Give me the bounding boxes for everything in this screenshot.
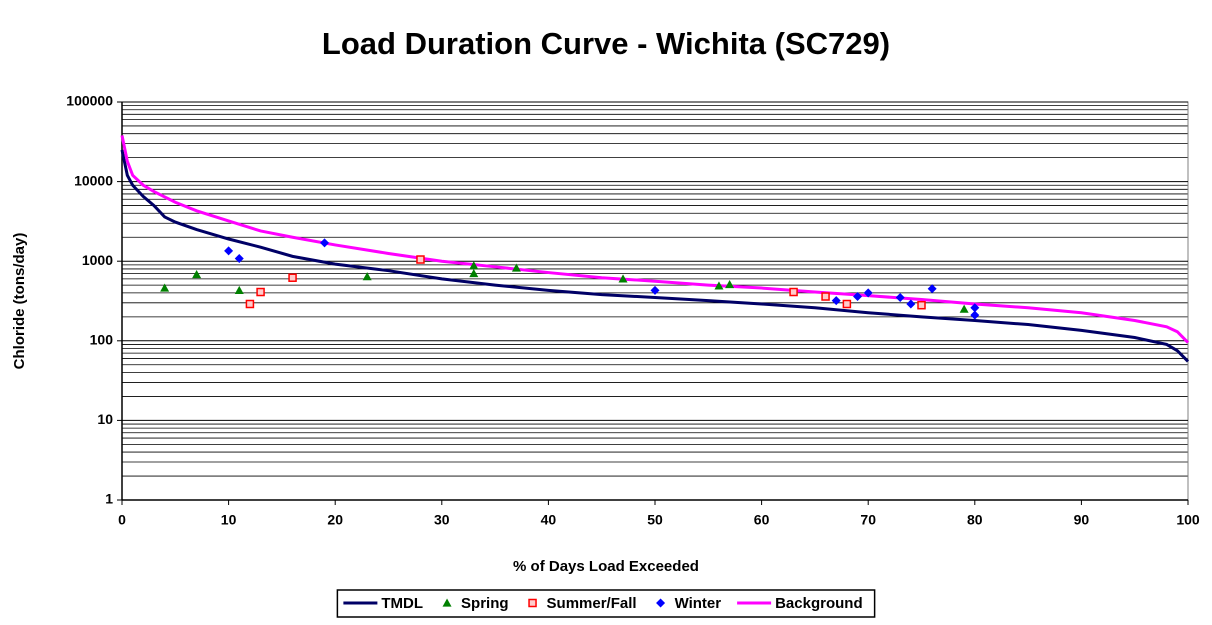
legend-swatch (656, 598, 666, 608)
x-tick-label: 90 (1074, 512, 1090, 528)
y-axis-label: Chloride (tons/day) (11, 233, 28, 370)
legend-swatch (528, 598, 537, 608)
x-tick-label: 60 (754, 512, 770, 528)
data-point (192, 270, 202, 279)
data-point (469, 261, 479, 270)
data-point (789, 287, 798, 297)
y-tick-label: 10 (97, 411, 113, 427)
data-point (725, 279, 735, 289)
data-point (469, 269, 479, 278)
data-point (224, 246, 234, 256)
data-point (618, 274, 628, 283)
data-point (927, 284, 937, 294)
data-point (863, 288, 873, 298)
data-point (416, 255, 425, 264)
legend-label: Summer/Fall (547, 595, 637, 612)
y-tick-label: 100000 (66, 93, 113, 109)
x-tick-label: 10 (221, 512, 237, 528)
data-point (288, 273, 297, 282)
legend-swatch (442, 598, 452, 607)
data-point (959, 304, 969, 313)
y-tick-label: 1000 (82, 252, 113, 268)
x-tick-label: 50 (647, 512, 663, 528)
data-point (160, 283, 170, 292)
x-axis-label: % of Days Load Exceeded (513, 558, 699, 575)
chart-title: Load Duration Curve - Wichita (SC729) (322, 26, 890, 61)
series-line (120, 149, 1190, 363)
y-tick-label: 1 (105, 491, 113, 507)
x-tick-label: 70 (860, 512, 876, 528)
data-point (362, 272, 372, 281)
data-point (714, 281, 724, 290)
data-point (853, 292, 863, 302)
data-point (917, 300, 926, 310)
x-tick-label: 0 (118, 512, 126, 528)
data-point (511, 263, 521, 272)
data-point (970, 310, 980, 320)
x-tick-label: 80 (967, 512, 983, 528)
series-line (120, 135, 1190, 344)
data-point (821, 292, 830, 301)
data-point (234, 254, 244, 264)
legend-label: Winter (675, 595, 722, 612)
y-tick-label: 10000 (74, 172, 113, 188)
legend-box (336, 589, 876, 618)
y-tick-label: 100 (90, 332, 114, 348)
legend-label: TMDL (381, 595, 423, 612)
data-point (650, 285, 660, 295)
x-tick-label: 20 (327, 512, 343, 528)
x-tick-label: 40 (541, 512, 557, 528)
data-point (831, 296, 841, 306)
data-point (320, 238, 330, 248)
legend-label: Background (775, 595, 863, 612)
data-point (970, 303, 980, 313)
legend-label: Spring (461, 595, 509, 612)
legend: TMDL Spring Summer/Fall Winter Background (336, 589, 876, 618)
data-point (245, 299, 255, 309)
data-point (906, 299, 916, 309)
x-tick-label: 100 (1176, 512, 1200, 528)
data-point (895, 292, 905, 302)
data-point (234, 285, 244, 294)
x-tick-label: 30 (434, 512, 450, 528)
data-point (256, 287, 265, 297)
data-point (842, 299, 852, 309)
plot-frame (121, 101, 1189, 501)
